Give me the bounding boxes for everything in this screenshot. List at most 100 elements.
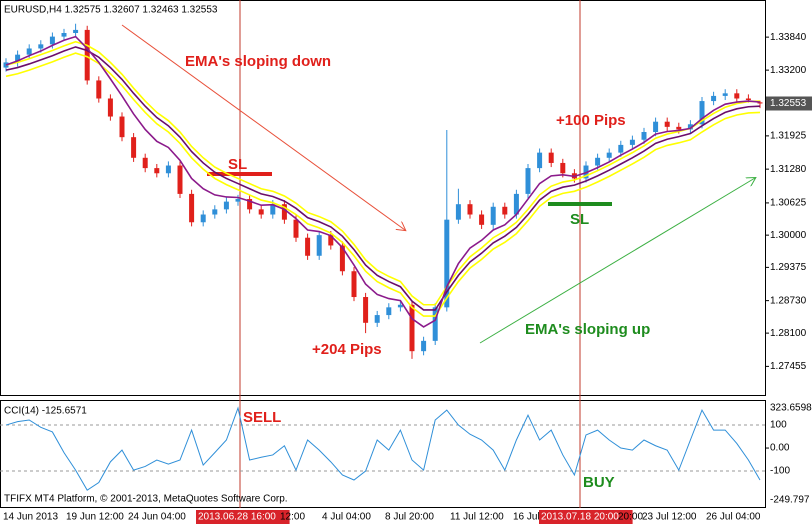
x-tick-label: 12:00 (280, 512, 305, 523)
ema-line (5, 46, 761, 311)
candle-body (699, 101, 705, 125)
candle-body (189, 193, 195, 223)
candle-body (26, 48, 32, 55)
y-range-label: 323.6598 (770, 403, 812, 414)
x-tick-label: 4 Jul 04:00 (322, 512, 371, 523)
x-label-highlight (196, 510, 290, 524)
annotation: +100 Pips (556, 112, 626, 129)
candle-body (734, 93, 740, 99)
trend-arrow (121, 24, 405, 230)
candle-body (745, 98, 751, 101)
candle-body (270, 204, 276, 215)
candle-body (606, 152, 612, 158)
candle-body (61, 33, 67, 37)
candle-body (15, 54, 21, 63)
cci-panel (0, 400, 766, 508)
y-tick-label: 1.31280 (770, 164, 807, 175)
candle-body (84, 29, 90, 81)
x-tick-label: 2013.06.28 16:00 (198, 512, 276, 523)
candle-body (757, 102, 763, 104)
x-tick-label: 8 Jul 20:00 (385, 512, 434, 523)
candle-body (664, 121, 670, 127)
stop-loss-bar (207, 172, 272, 176)
candle-body (676, 126, 682, 130)
candle-body (363, 297, 369, 323)
candle-body (467, 204, 473, 215)
annotation: +204 Pips (312, 341, 382, 358)
y-tick-label: 1.30625 (770, 198, 807, 209)
candle-body (328, 235, 334, 246)
candle-body (223, 201, 229, 210)
y-tick-label: 1.30000 (770, 230, 807, 241)
candle-body (653, 121, 659, 133)
candle-body (247, 199, 253, 210)
candle-body (455, 204, 461, 220)
candle-body (618, 144, 624, 153)
x-tick-label: 14 Jun 2013 (3, 512, 58, 523)
y-tick-label: 1.27455 (770, 361, 807, 372)
candle-body (722, 93, 728, 96)
y-tick-label: 1.28730 (770, 295, 807, 306)
candle-body (258, 209, 264, 215)
candle-body (595, 157, 601, 166)
candle-body (212, 209, 218, 215)
candle-body (537, 152, 543, 169)
candle-body (490, 206, 496, 225)
candle-body (432, 307, 438, 341)
candle-body (386, 307, 392, 316)
cci-line (5, 406, 761, 491)
y-tick-label: 1.31925 (770, 131, 807, 142)
candle-body (281, 204, 287, 220)
x-tick-label: 11 Jul 12:00 (450, 512, 504, 523)
candle-body (409, 304, 415, 352)
candle-body (444, 219, 450, 308)
candle-body (525, 168, 531, 194)
y-tick-label: 1.29375 (770, 262, 807, 273)
price-tag-label: 1.32553 (770, 98, 807, 109)
annotation: EMA's sloping down (185, 53, 331, 70)
candle-body (165, 165, 171, 174)
price-tag (766, 96, 812, 111)
stop-loss-bar (548, 202, 612, 206)
x-tick-label: 2013.07.18 20:00 (541, 512, 619, 523)
annotation: SL (228, 156, 247, 173)
annotation: SELL (243, 409, 281, 426)
cci-title: CCI(14) -125.6571 (4, 406, 87, 417)
y-range-label: -249.797 (770, 495, 810, 506)
candle-body (351, 271, 357, 298)
annotation: BUY (583, 474, 615, 491)
candle-body (513, 193, 519, 215)
candle-body (107, 98, 113, 117)
candle-body (73, 29, 79, 34)
candle-body (641, 132, 647, 140)
copyright: TFIFX MT4 Platform, © 2001-2013, MetaQuo… (4, 494, 288, 505)
x-tick-label: 26 Jul 04:00 (706, 512, 761, 523)
candle-body (154, 168, 160, 174)
candle-body (316, 235, 322, 256)
candle-body (49, 36, 55, 45)
y-tick-label: 100 (770, 420, 787, 431)
y-tick-label: 1.33200 (770, 65, 807, 76)
y-tick-label: -100 (770, 466, 790, 477)
x-label-highlight (539, 510, 633, 524)
candle-body (421, 340, 427, 352)
candle-body (131, 137, 137, 158)
x-tick-label: 24 Jun 04:00 (128, 512, 186, 523)
candle-body (339, 245, 345, 272)
annotation: EMA's sloping up (525, 321, 650, 338)
ema-line (5, 35, 761, 328)
y-tick-label: 0.00 (770, 443, 790, 454)
ema-line (5, 40, 761, 306)
candle-body (502, 206, 508, 215)
candle-body (96, 80, 102, 99)
trend-arrow (479, 178, 755, 344)
candle-body (293, 219, 299, 238)
candle-body (142, 157, 148, 169)
candle-body (119, 116, 125, 138)
candle-body (374, 315, 380, 323)
ema-line (5, 52, 761, 317)
candle-body (711, 95, 717, 102)
candle-body (560, 162, 566, 174)
x-tick-label: 20:00 (618, 512, 643, 523)
